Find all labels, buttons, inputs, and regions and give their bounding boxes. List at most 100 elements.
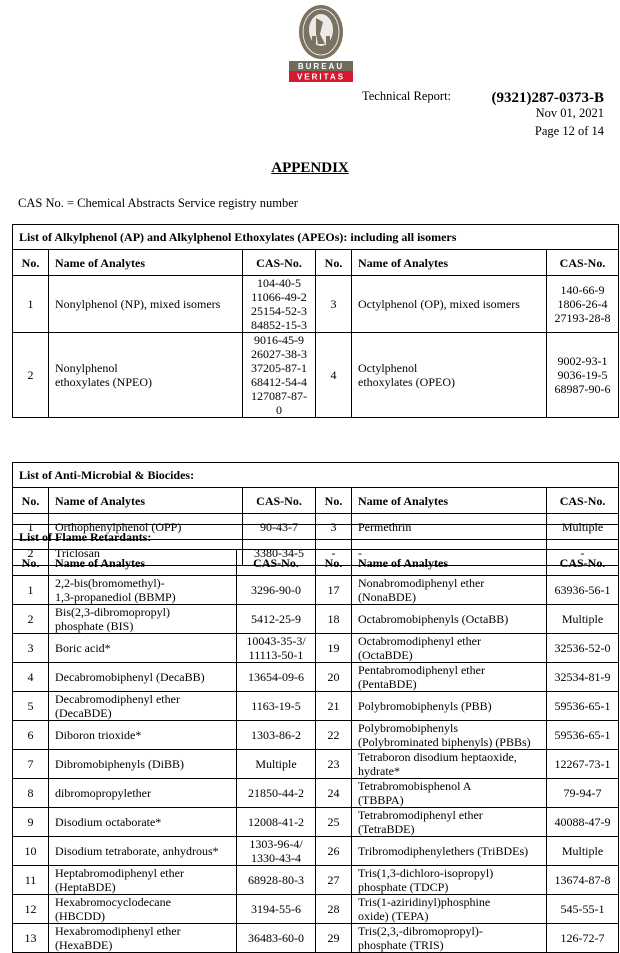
cell-name: Nonabromodiphenyl ether (NonaBDE) [351, 575, 547, 605]
column-header-no: No. [12, 249, 49, 276]
cell-name: Octabromobiphenyls (OctaBB) [351, 604, 547, 634]
table-title: List of Alkylphenol (AP) and Alkylphenol… [11, 224, 620, 250]
cell-name: Octylphenol (OP), mixed isomers [351, 275, 547, 333]
svg-text:BUREAU: BUREAU [298, 62, 344, 71]
cell-cas: 12008-41-2 [236, 807, 316, 837]
cell-name: Heptabromodiphenyl ether (HeptaBDE) [48, 865, 237, 895]
column-header-name: Name of Analytes [48, 249, 243, 276]
cell-no: 25 [315, 807, 352, 837]
cell-name: Boric acid* [48, 633, 237, 663]
table-title: List of Flame Retardants: [12, 524, 619, 550]
table-row: 9 Disodium octaborate* 12008-41-2 25 Tetrabr… [12, 807, 619, 837]
cell-cas: 1303-86-2 [236, 720, 316, 750]
cell-cas: 32536-52-0 [546, 633, 619, 663]
cell-no: 20 [315, 662, 352, 692]
cell-cas: 13674-87-8 [546, 865, 619, 895]
report-number: (9321)287-0373-B [491, 90, 605, 106]
cell-cas: 3194-55-6 [236, 894, 316, 924]
cell-no: 9 [12, 807, 49, 837]
cell-cas: 10043-35-3/11113-50-1 [236, 633, 316, 663]
table-row: 1 2,2-bis(bromomethyl)- 1,3-propanediol (B… [12, 575, 619, 605]
cell-no: 8 [12, 778, 49, 808]
column-header-no: No. [315, 549, 352, 576]
cell-name: Octylphenol ethoxylates (OPEO) [351, 332, 547, 418]
cell-name: Tris(1,3-dichloro-isopropyl) phosphate (T… [351, 865, 547, 895]
cell-name: Hexabromodiphenyl ether (HexaBDE) [48, 923, 237, 953]
cell-no: 13 [12, 923, 49, 953]
cell-cas: 9016-45-9 26027-38-3 37205-87-1 68412-54-4 1… [242, 332, 316, 418]
cell-name: Tris(2,3,-dibromopropyl)- phosphate (TRIS… [351, 923, 547, 953]
cell-cas: 5412-25-9 [236, 604, 316, 634]
column-header-cas: CAS-No. [242, 249, 316, 276]
cell-name: Tetrabromodiphenyl ether (TetraBDE) [351, 807, 547, 837]
column-header-no: No. [12, 487, 49, 514]
cell-name: Disodium octaborate* [48, 807, 237, 837]
cell-name: Decabromobiphenyl (DecaBB) [48, 662, 237, 692]
cell-no: 4 [12, 662, 49, 692]
cell-no: 1 [12, 275, 49, 333]
column-header-no: No. [315, 249, 352, 276]
cell-no: 24 [315, 778, 352, 808]
cell-no: 3 [12, 633, 49, 663]
column-header-name: Name of Analytes [351, 549, 547, 576]
cell-cas: 3296-90-0 [236, 575, 316, 605]
table-row: 3 Boric acid* 10043-35-3/11113-50-1 19 Octab… [12, 633, 619, 663]
page-number: Page 12 of 14 [534, 124, 604, 138]
cell-no: 11 [12, 865, 49, 895]
cell-name: Decabromodiphenyl ether (DecaBDE) [48, 691, 237, 721]
cell-no: 23 [315, 749, 352, 779]
cell-name: Diboron trioxide* [48, 720, 237, 750]
alkylphenol-table: List of Alkylphenol (AP) and Alkylphenol… [11, 224, 620, 418]
table-row: 1 Nonylphenol (NP), mixed isomers 104-40-5… [12, 275, 620, 333]
cell-no: 18 [315, 604, 352, 634]
table-row: 11 Heptabromodiphenyl ether (HeptaBDE) 6892… [12, 865, 619, 895]
cell-no: 2 [12, 604, 49, 634]
cell-name: Pentabromodiphenyl ether (PentaBDE) [351, 662, 547, 692]
cell-cas: 32534-81-9 [546, 662, 619, 692]
cell-no: 27 [315, 865, 352, 895]
cell-name: Disodium tetraborate, anhydrous* [48, 836, 237, 866]
column-header-cas: CAS-No. [545, 249, 620, 276]
cell-cas: 126-72-7 [546, 923, 619, 953]
cell-name: Bis(2,3-dibromopropyl) phosphate (BIS) [48, 604, 237, 634]
cell-name: Tribromodiphenylethers (TriBDEs) [351, 836, 547, 866]
cell-no: 28 [315, 894, 352, 924]
cell-no: 26 [315, 836, 352, 866]
cell-cas: 21850-44-2 [236, 778, 316, 808]
table-row: 13 Hexabromodiphenyl ether (HexaBDE) 36483-… [12, 923, 619, 953]
cell-cas: 9002-93-1 9036-19-5 68987-90-6 [545, 332, 620, 418]
column-header-cas: CAS-No. [546, 549, 619, 576]
table-row: 7 Dibromobiphenyls (DiBB) Multiple 23 Tetrab… [12, 749, 619, 779]
cell-no: 3 [315, 275, 352, 333]
cell-no: 5 [12, 691, 49, 721]
cell-no: 1 [12, 575, 49, 605]
table-row: 8 dibromopropylether 21850-44-2 24 Tetrabrom… [12, 778, 619, 808]
cell-no: 19 [315, 633, 352, 663]
cell-name: Polybromobiphenyls (Polybrominated biphen… [351, 720, 547, 750]
cell-cas: 63936-56-1 [546, 575, 619, 605]
column-header-name: Name of Analytes [351, 249, 547, 276]
cell-name: dibromopropylether [48, 778, 237, 808]
cell-no: 7 [12, 749, 49, 779]
column-header-name: Name of Analytes [48, 487, 243, 514]
cell-no: 21 [315, 691, 352, 721]
column-header-name: Name of Analytes [48, 549, 237, 576]
cell-cas: 1303-96-4/1330-43-4 [236, 836, 316, 866]
cell-cas: 104-40-5 11066-49-2 25154-52-3 84852-15-3 [242, 275, 316, 333]
cell-cas: 40088-47-9 [546, 807, 619, 837]
column-header-cas: CAS-No. [236, 549, 316, 576]
cell-no: 12 [12, 894, 49, 924]
table-row: 4 Decabromobiphenyl (DecaBB) 13654-09-6 20 P… [12, 662, 619, 692]
cell-cas: 545-55-1 [546, 894, 619, 924]
cell-no: 17 [315, 575, 352, 605]
cell-name: Hexabromocyclodecane (HBCDD) [48, 894, 237, 924]
cell-no: 10 [12, 836, 49, 866]
cell-name: Octabromodiphenyl ether (OctaBDE) [351, 633, 547, 663]
table-row: 10 Disodium tetraborate, anhydrous* 1303-9… [12, 836, 619, 866]
table-row: 5 Decabromodiphenyl ether (DecaBDE) 1163-19… [12, 691, 619, 721]
cell-cas: 1163-19-5 [236, 691, 316, 721]
column-header-cas: CAS-No. [242, 487, 316, 514]
table-row: 12 Hexabromocyclodecane (HBCDD) 3194-55-6 28… [12, 894, 619, 924]
cell-no: 2 [12, 332, 49, 418]
column-header-no: No. [315, 487, 352, 514]
